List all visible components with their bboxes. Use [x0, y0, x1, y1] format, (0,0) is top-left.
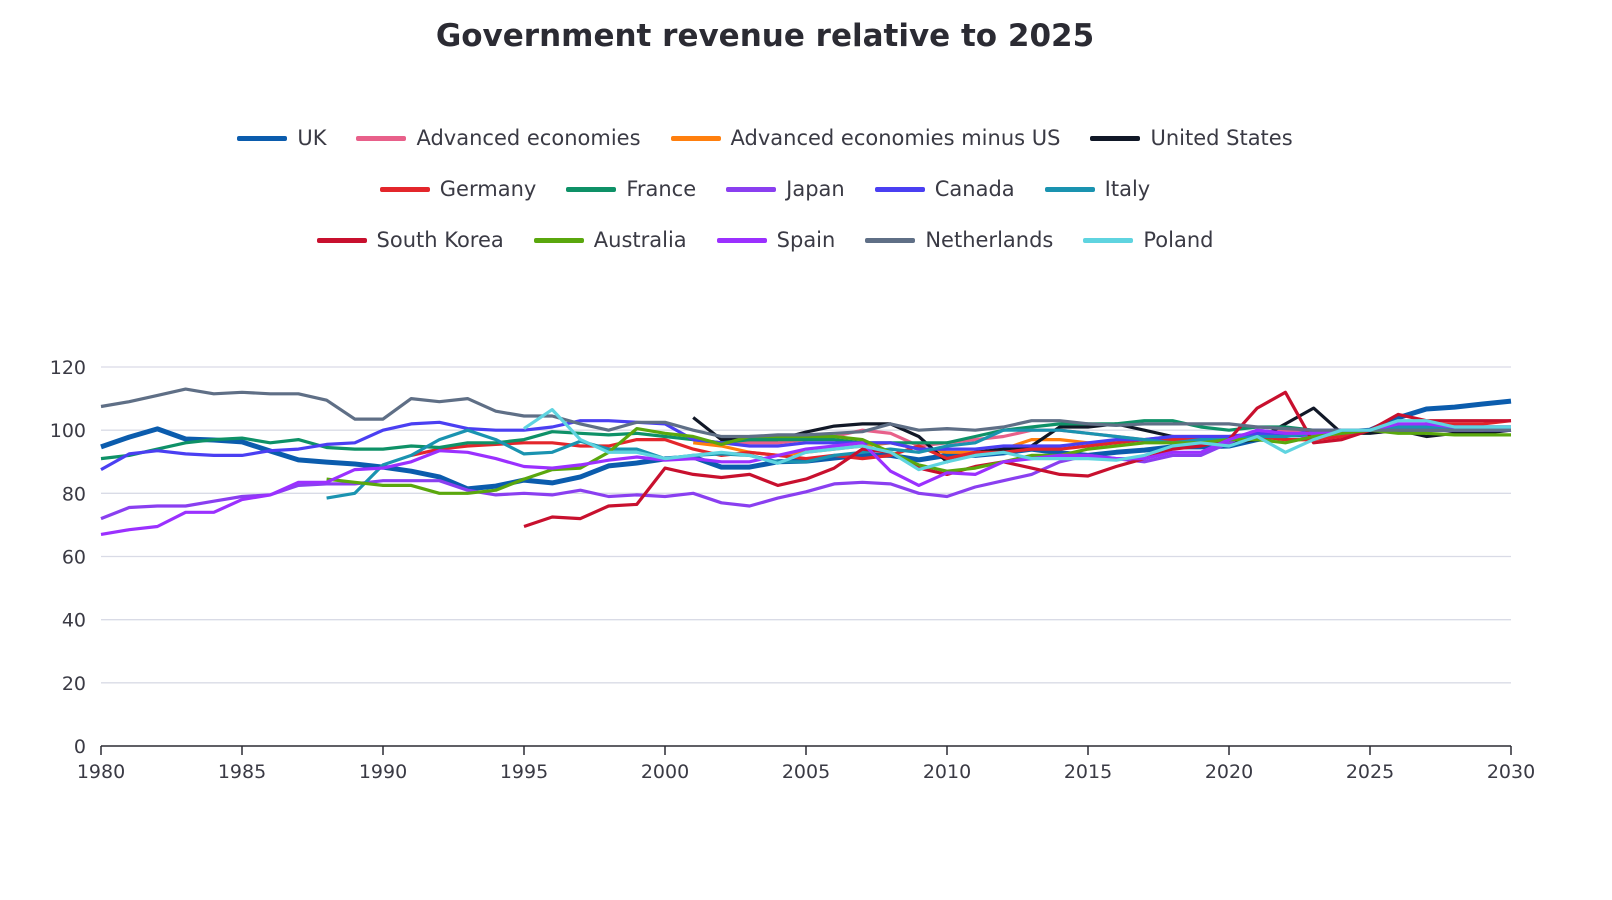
legend-label: UK: [297, 126, 327, 150]
legend-swatch: [865, 237, 916, 243]
legend-item[interactable]: Spain: [716, 228, 836, 252]
x-tick-label: 2020: [1205, 761, 1253, 783]
legend-swatch: [533, 237, 584, 243]
x-tick-label: 1990: [359, 761, 407, 783]
x-tick-label: 2005: [782, 761, 830, 783]
legend-swatch: [356, 135, 407, 141]
legend-label: Spain: [776, 228, 836, 252]
legend-label: Advanced economies minus US: [730, 126, 1061, 150]
legend-label: Poland: [1143, 228, 1214, 252]
x-tick-label: 2030: [1487, 761, 1535, 783]
chart-title: Government revenue relative to 2025: [435, 18, 1095, 54]
legend-item[interactable]: Australia: [533, 228, 687, 252]
legend-item[interactable]: France: [566, 177, 696, 201]
legend-label: United States: [1150, 126, 1293, 150]
y-tick-label: 0: [74, 736, 86, 758]
legend-label: Netherlands: [925, 228, 1054, 252]
y-tick-label: 100: [50, 420, 86, 442]
legend-swatch: [379, 186, 430, 192]
series-line-spain: [100, 422, 1511, 536]
legend-swatch: [670, 135, 721, 141]
legend-item[interactable]: Italy: [1044, 177, 1151, 201]
legend-item[interactable]: Germany: [379, 177, 537, 201]
y-tick-label: 80: [62, 483, 86, 505]
legend-row: South Korea Australia Spain Netherlands Pola…: [0, 228, 1530, 252]
x-tick-label: 1980: [77, 761, 125, 783]
legend-label: Advanced economies: [416, 126, 641, 150]
legend-label: Italy: [1104, 177, 1151, 201]
series-line-australia: [326, 427, 1511, 495]
y-tick-label: 40: [62, 610, 86, 632]
legend-item[interactable]: United States: [1090, 126, 1293, 150]
x-tick-label: 2025: [1346, 761, 1394, 783]
legend-item[interactable]: Advanced economies: [356, 126, 641, 150]
y-tick-label: 60: [62, 547, 86, 569]
legend-item[interactable]: Netherlands: [865, 228, 1053, 252]
series-line-south-korea: [523, 390, 1511, 529]
y-tick-label: 20: [62, 673, 86, 695]
x-tick-label: 1995: [500, 761, 548, 783]
legend-label: France: [626, 177, 697, 201]
series-line-poland: [523, 408, 1511, 472]
legend-swatch: [716, 237, 767, 243]
legend-label: Canada: [934, 177, 1015, 201]
legend-row: Germany France Japan Canada Italy: [0, 177, 1530, 201]
legend-swatch: [1083, 237, 1134, 243]
x-tick-label: 1985: [218, 761, 266, 783]
legend-swatch: [566, 186, 617, 192]
legend-item[interactable]: Canada: [874, 177, 1015, 201]
x-tick-label: 2015: [1064, 761, 1112, 783]
legend-item[interactable]: Advanced economies minus US: [670, 126, 1061, 150]
legend-label: Australia: [593, 228, 687, 252]
x-tick-label: 2000: [641, 761, 689, 783]
y-tick-label: 120: [50, 357, 86, 379]
legend-swatch: [1044, 186, 1095, 192]
legend-item[interactable]: UK: [237, 126, 326, 150]
series-line-netherlands: [100, 387, 1511, 439]
legend-swatch: [1090, 135, 1141, 141]
legend-item[interactable]: Japan: [726, 177, 845, 201]
x-tick-label: 2010: [923, 761, 971, 783]
legend-label: Germany: [439, 177, 537, 201]
legend-swatch: [316, 237, 367, 243]
legend-swatch: [726, 186, 777, 192]
legend-swatch: [874, 186, 925, 192]
legend-row: UK Advanced economies Advanced economies m…: [0, 126, 1530, 150]
legend-label: South Korea: [376, 228, 504, 252]
legend-label: Japan: [786, 177, 845, 201]
legend-swatch: [237, 135, 288, 141]
legend-item[interactable]: Poland: [1083, 228, 1213, 252]
legend-item[interactable]: South Korea: [316, 228, 504, 252]
